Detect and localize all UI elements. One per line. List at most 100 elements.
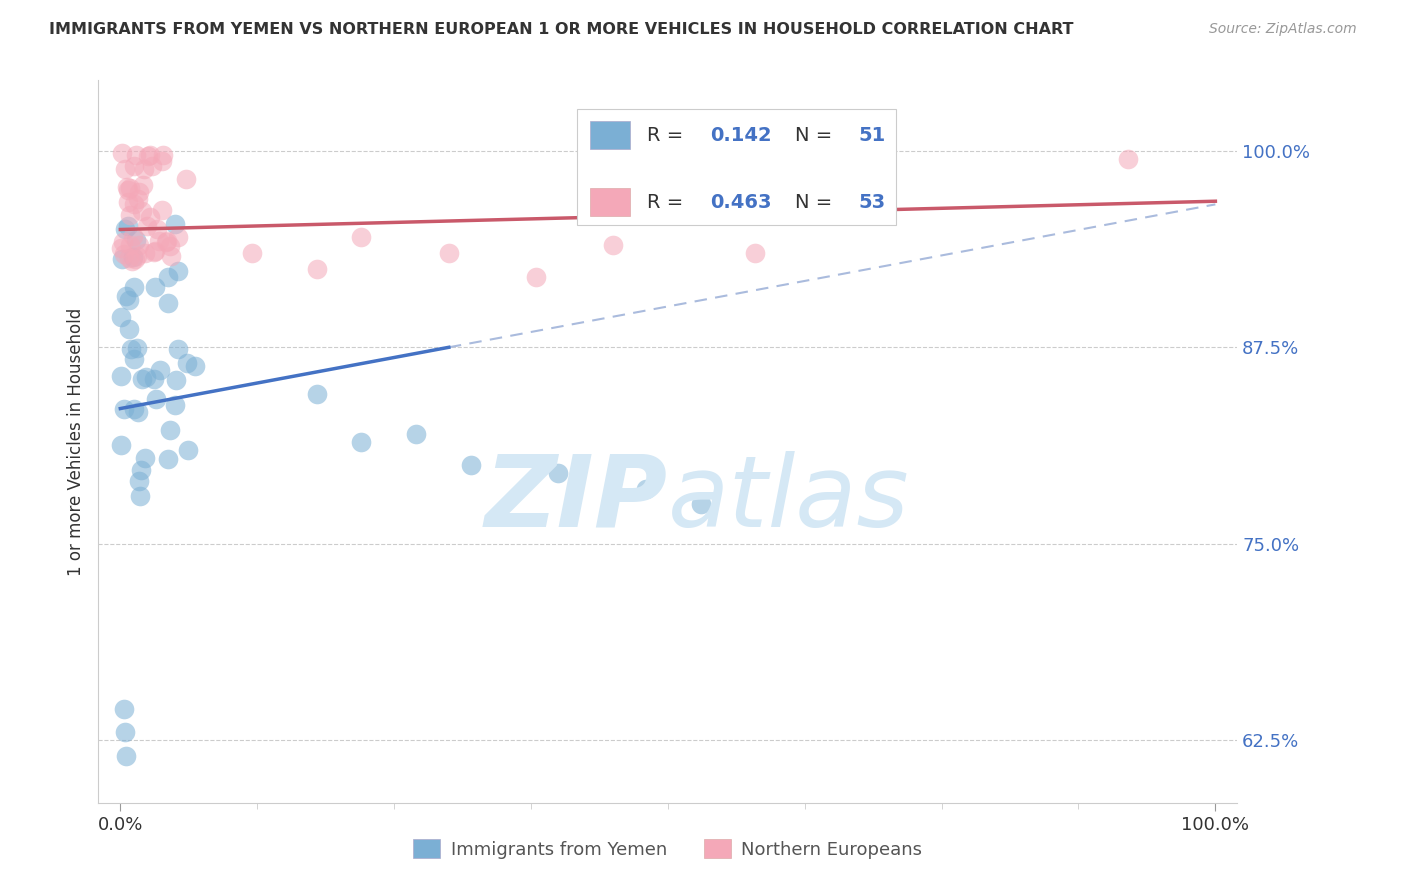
Point	[118, 180, 141, 194]
Point	[138, 149, 160, 163]
Point	[128, 238, 150, 252]
Point	[122, 250, 145, 264]
FancyBboxPatch shape	[591, 188, 630, 216]
Point	[118, 208, 141, 222]
Point	[159, 249, 181, 263]
Point	[122, 280, 145, 294]
Text: N =: N =	[796, 126, 839, 145]
Point	[118, 293, 141, 307]
Point	[156, 234, 179, 248]
Point	[134, 450, 156, 465]
Point	[110, 310, 132, 325]
Point	[240, 246, 263, 260]
Legend: Immigrants from Yemen, Northern Europeans: Immigrants from Yemen, Northern European…	[406, 832, 929, 866]
Point	[112, 235, 135, 250]
Point	[125, 148, 148, 162]
Text: IMMIGRANTS FROM YEMEN VS NORTHERN EUROPEAN 1 OR MORE VEHICLES IN HOUSEHOLD CORRE: IMMIGRANTS FROM YEMEN VS NORTHERN EUROPE…	[49, 22, 1074, 37]
Point	[110, 438, 132, 452]
Point	[143, 279, 166, 293]
Point	[122, 402, 145, 417]
Point	[135, 370, 157, 384]
Point	[122, 159, 145, 173]
Point	[148, 234, 170, 248]
Point	[744, 246, 766, 260]
Point	[139, 211, 162, 225]
Point	[124, 252, 146, 266]
Point	[167, 342, 190, 356]
Point	[163, 217, 186, 231]
Point	[117, 183, 139, 197]
Point	[112, 246, 135, 260]
Point	[142, 372, 165, 386]
Point	[111, 145, 134, 160]
Point	[115, 179, 138, 194]
Point	[110, 241, 132, 255]
Text: 53: 53	[858, 193, 886, 211]
Point	[167, 264, 190, 278]
Text: ZIP: ZIP	[485, 450, 668, 548]
Point	[127, 404, 149, 418]
Point	[120, 237, 142, 252]
Point	[405, 426, 427, 441]
Point	[124, 233, 146, 247]
Point	[118, 252, 141, 266]
Point	[114, 162, 136, 177]
Point	[125, 341, 148, 355]
Point	[150, 202, 173, 217]
Point	[149, 363, 172, 377]
Point	[307, 387, 329, 401]
Text: 51: 51	[858, 126, 886, 145]
Point	[128, 475, 150, 489]
Text: 0.463: 0.463	[710, 193, 772, 211]
Point	[132, 162, 155, 177]
Point	[157, 270, 180, 285]
Point	[176, 356, 198, 370]
Point	[602, 238, 624, 252]
Point	[689, 497, 711, 511]
Point	[143, 244, 166, 258]
Text: R =: R =	[647, 126, 690, 145]
Point	[146, 221, 169, 235]
Text: 0.142: 0.142	[710, 126, 772, 145]
Point	[111, 252, 134, 266]
Point	[117, 195, 139, 210]
Point	[157, 296, 180, 310]
Point	[114, 222, 136, 236]
Text: atlas: atlas	[668, 450, 910, 548]
FancyBboxPatch shape	[591, 121, 630, 149]
Point	[128, 185, 150, 199]
Point	[150, 154, 173, 169]
Point	[110, 368, 132, 383]
Point	[122, 352, 145, 367]
Point	[174, 172, 197, 186]
Point	[159, 239, 181, 253]
Text: R =: R =	[647, 193, 690, 211]
Point	[159, 423, 181, 437]
Point	[135, 219, 157, 233]
Point	[163, 398, 186, 412]
Point	[120, 342, 142, 356]
Point	[460, 458, 482, 472]
Point	[1116, 152, 1139, 166]
Point	[155, 235, 177, 249]
Point	[118, 322, 141, 336]
Point	[121, 229, 143, 244]
Point	[437, 246, 460, 260]
Point	[165, 373, 187, 387]
Point	[131, 204, 153, 219]
Point	[127, 192, 149, 206]
Point	[112, 402, 135, 417]
Text: Source: ZipAtlas.com: Source: ZipAtlas.com	[1209, 22, 1357, 37]
Point	[114, 748, 136, 763]
Point	[134, 245, 156, 260]
Point	[122, 197, 145, 211]
Point	[156, 452, 179, 467]
Point	[526, 269, 548, 284]
Point	[184, 359, 207, 373]
Point	[177, 442, 200, 457]
Point	[131, 372, 153, 386]
Point	[142, 244, 165, 259]
Point	[115, 289, 138, 303]
Point	[112, 701, 135, 715]
Point	[634, 482, 657, 496]
